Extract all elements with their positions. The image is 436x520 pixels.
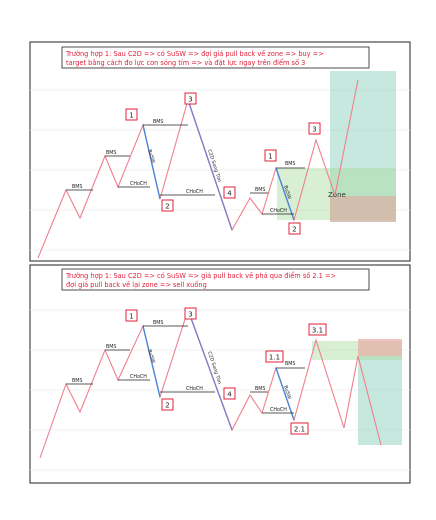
badge-4: 4 xyxy=(227,391,232,399)
badge-1b: 1 xyxy=(268,153,272,161)
badge-2: 2 xyxy=(165,203,169,211)
panel-1-caption-line-1: Trường hợp 1: Sau C2D => có SuSW => đợi … xyxy=(65,50,324,58)
bluewave-leg-2 xyxy=(275,167,295,221)
bms-label: BMS xyxy=(72,378,82,384)
choch-label: CHoCH xyxy=(130,181,147,187)
busw-label: BuSW xyxy=(282,185,292,201)
panel-2-caption-line-2: đợi giá pull back về lại zone => sell xu… xyxy=(66,281,207,289)
badge-1: 1 xyxy=(129,112,133,120)
bms-label: BMS xyxy=(153,119,163,125)
badge-1-1: 1.1 xyxy=(269,354,280,362)
choch-label: CHoCH xyxy=(270,208,287,214)
badge-3: 3 xyxy=(188,311,192,319)
target-area xyxy=(358,356,402,445)
bms-label: BMS xyxy=(285,161,295,167)
badge: 3 xyxy=(184,92,197,105)
badge: 2 xyxy=(161,398,174,411)
panel-1-caption-box xyxy=(61,46,370,69)
badge: 3 xyxy=(308,122,321,135)
structure-lines xyxy=(66,124,305,215)
badge-3-1: 3.1 xyxy=(312,327,323,335)
badge: 1 xyxy=(125,309,138,322)
badge-2-1: 2.1 xyxy=(294,426,305,434)
panel-2-frame xyxy=(29,264,411,484)
purplewave-leg xyxy=(187,99,233,231)
badge-2b: 2 xyxy=(292,226,296,234)
bms-label: BMS xyxy=(153,320,163,326)
bluewave-leg-2 xyxy=(275,367,295,421)
bluewave-leg xyxy=(142,325,161,398)
structure-lines xyxy=(66,325,305,414)
busw-label: BuSW xyxy=(146,149,156,165)
panel-2-caption-line-1: Trường hợp 1: Sau C2D => có SuSW => giá … xyxy=(65,271,336,280)
choch-label: CHoCH xyxy=(186,189,203,195)
stop-area xyxy=(358,339,402,356)
purplewave-leg xyxy=(187,309,233,431)
choch-label: CHoCH xyxy=(186,386,203,392)
bms-label: BMS xyxy=(72,184,82,190)
badge-1: 1 xyxy=(129,313,133,321)
badge-3b: 3 xyxy=(312,126,316,134)
busw-label: BuSW xyxy=(282,385,292,401)
badge-3: 3 xyxy=(188,96,192,104)
bms-label: BMS xyxy=(255,187,265,193)
badge: 2.1 xyxy=(290,422,309,435)
panel-2-grid xyxy=(30,309,410,471)
badge-4: 4 xyxy=(227,190,232,198)
busw-label: BuSW xyxy=(146,349,156,365)
badge: 2 xyxy=(161,199,174,212)
stop-area xyxy=(330,196,396,222)
bms-label: BMS xyxy=(106,344,116,350)
badge: 2 xyxy=(288,222,301,235)
choch-label: CHoCH xyxy=(130,374,147,380)
choch-label: CHoCH xyxy=(270,407,287,413)
bluewave-leg xyxy=(142,124,161,200)
zone-label: Zone xyxy=(328,191,346,199)
panel-2-caption-box xyxy=(61,268,370,291)
chart-panel-1: Trường hợp 1: Sau C2D => có SuSW => đợi … xyxy=(29,41,411,262)
bms-label: BMS xyxy=(106,150,116,156)
badge: 1.1 xyxy=(265,350,284,363)
badge: 3 xyxy=(184,307,197,320)
panel-1-caption-line-2: target bằng cách đo lực con sóng tím => … xyxy=(66,58,305,67)
badge: 3.1 xyxy=(308,323,327,336)
badge: 4 xyxy=(223,387,236,400)
badge-2: 2 xyxy=(165,402,169,410)
badge: 4 xyxy=(223,186,236,199)
badge: 1 xyxy=(125,108,138,121)
badge: 1 xyxy=(264,149,277,162)
chart-panel-2: Trường hợp 1: Sau C2D => có SuSW => giá … xyxy=(29,264,411,484)
bms-label: BMS xyxy=(255,386,265,392)
bms-label: BMS xyxy=(285,361,295,367)
